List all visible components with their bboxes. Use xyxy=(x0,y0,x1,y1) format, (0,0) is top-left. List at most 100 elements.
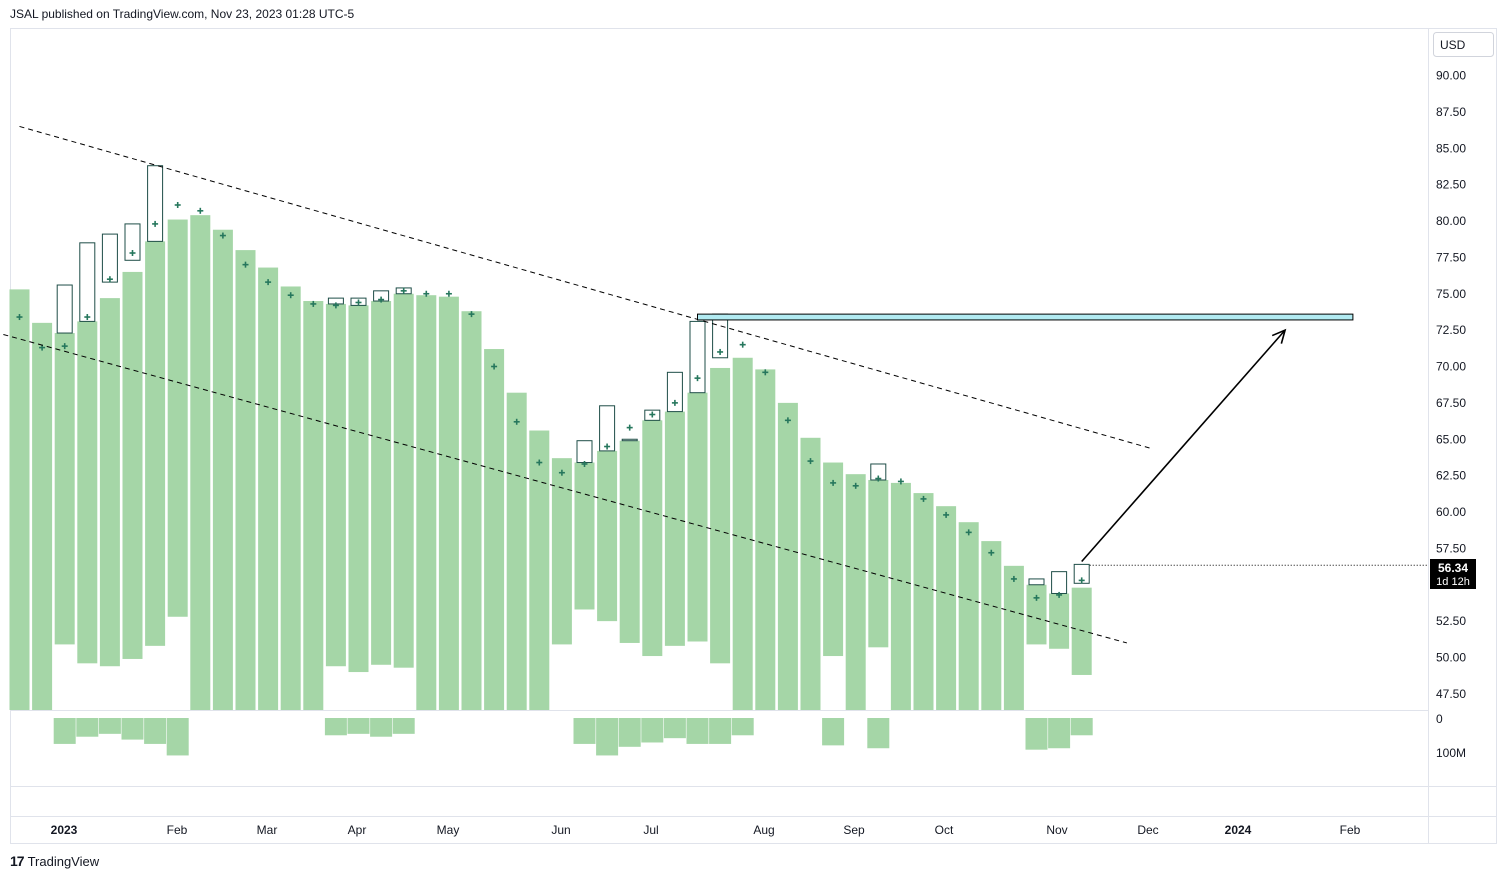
plus-marker xyxy=(581,460,588,467)
price-bar xyxy=(438,296,459,710)
plus-marker xyxy=(106,276,113,283)
plus-marker xyxy=(536,459,543,466)
price-bar xyxy=(416,295,437,710)
plus-marker xyxy=(468,311,475,318)
plus-marker xyxy=(265,279,272,286)
plus-marker xyxy=(174,201,181,208)
price-tick-label: 70.00 xyxy=(1436,360,1466,374)
candle-body xyxy=(689,320,706,394)
time-tick-label: Mar xyxy=(257,823,278,837)
plus-marker xyxy=(400,287,407,294)
plus-marker xyxy=(739,341,746,348)
price-bar xyxy=(1026,584,1047,645)
price-tick-label: 77.50 xyxy=(1436,250,1466,264)
price-bar xyxy=(687,392,708,642)
price-bar xyxy=(710,367,731,664)
price-bar xyxy=(981,541,1002,710)
bars-layer xyxy=(9,215,1092,711)
plus-marker xyxy=(830,479,837,486)
price-bar xyxy=(190,215,211,710)
plus-marker xyxy=(1056,591,1063,598)
candle-body xyxy=(101,233,118,283)
volume-bar xyxy=(641,718,664,743)
volume-bar xyxy=(867,718,890,749)
time-tick-label: 2024 xyxy=(1225,823,1252,837)
plus-marker xyxy=(1078,577,1085,584)
volume-bar xyxy=(1025,718,1048,750)
price-axis[interactable]: 90.00 87.50 85.00 82.50 80.00 77.50 75.00 72.50… xyxy=(1436,69,1466,701)
plus-marker xyxy=(920,495,927,502)
time-tick-label: 2023 xyxy=(51,823,78,837)
volume-tick-label: 0 xyxy=(1436,712,1443,726)
markers-layer xyxy=(16,201,1085,601)
plus-marker xyxy=(1010,575,1017,582)
volume-bar xyxy=(144,718,167,744)
price-tick-label: 62.50 xyxy=(1436,469,1466,483)
price-bar xyxy=(732,357,753,710)
volume-bar xyxy=(709,718,732,744)
time-axis[interactable]: 2023 Feb Mar Apr May Jun Jul Aug Sep Oct Nov Dec 202… xyxy=(51,823,1361,837)
volume-bar xyxy=(98,718,121,734)
price-bar xyxy=(597,450,618,622)
price-tick-label: 52.50 xyxy=(1436,614,1466,628)
price-bar xyxy=(9,289,30,710)
time-tick-label: Dec xyxy=(1137,823,1158,837)
plus-marker xyxy=(219,232,226,239)
price-bar xyxy=(800,437,821,710)
price-bar xyxy=(461,311,482,710)
price-bar xyxy=(936,506,957,710)
price-bar xyxy=(664,411,685,646)
upper-trendline xyxy=(19,125,1150,449)
price-tick-label: 87.50 xyxy=(1436,105,1466,119)
time-tick-label: Oct xyxy=(935,823,954,837)
price-tick-label: 72.50 xyxy=(1436,323,1466,337)
volume-bar xyxy=(1048,718,1071,749)
plus-marker xyxy=(378,296,385,303)
price-bar xyxy=(484,349,505,710)
publisher-caption: JSAL published on TradingView.com, Nov 2… xyxy=(10,7,355,21)
price-bar xyxy=(212,229,233,711)
plus-marker xyxy=(694,375,701,382)
plus-marker xyxy=(988,549,995,556)
price-bar xyxy=(755,369,776,710)
plus-marker xyxy=(626,424,633,431)
tradingview-logo-icon: 17 xyxy=(10,853,25,869)
volume-bar xyxy=(121,718,144,740)
plus-marker xyxy=(423,290,430,297)
projection-arrow xyxy=(1081,329,1286,562)
time-tick-label: Aug xyxy=(753,823,774,837)
plus-marker xyxy=(355,299,362,306)
price-bar xyxy=(325,303,346,667)
plus-marker xyxy=(61,343,68,350)
volume-bar xyxy=(663,718,686,739)
volume-bar xyxy=(573,718,596,744)
candle-body xyxy=(1028,578,1045,586)
plus-marker xyxy=(84,314,91,321)
plus-marker xyxy=(287,292,294,299)
candle-body xyxy=(147,165,164,242)
price-bar xyxy=(823,462,844,657)
price-bar xyxy=(958,522,979,710)
plus-marker xyxy=(558,469,565,476)
price-tick-label: 75.00 xyxy=(1436,287,1466,301)
candle-body xyxy=(79,242,96,322)
price-bar xyxy=(619,440,640,643)
price-bar xyxy=(280,286,301,710)
price-bar xyxy=(506,392,527,710)
bar-countdown: 1d 12h xyxy=(1436,576,1470,588)
tradingview-logo[interactable]: 17 TradingView xyxy=(10,852,99,870)
price-bar xyxy=(54,333,75,645)
volume-bar xyxy=(686,718,709,744)
plus-marker xyxy=(807,458,814,465)
price-bar xyxy=(845,474,866,710)
price-tick-label: 60.00 xyxy=(1436,505,1466,519)
plus-marker xyxy=(875,475,882,482)
price-bar xyxy=(371,301,392,665)
price-tick-label: 47.50 xyxy=(1436,687,1466,701)
plus-marker xyxy=(129,250,136,257)
candle-body xyxy=(666,371,683,413)
time-tick-label: Jun xyxy=(551,823,570,837)
plus-marker xyxy=(965,529,972,536)
currency-button[interactable]: USD xyxy=(1433,32,1494,57)
